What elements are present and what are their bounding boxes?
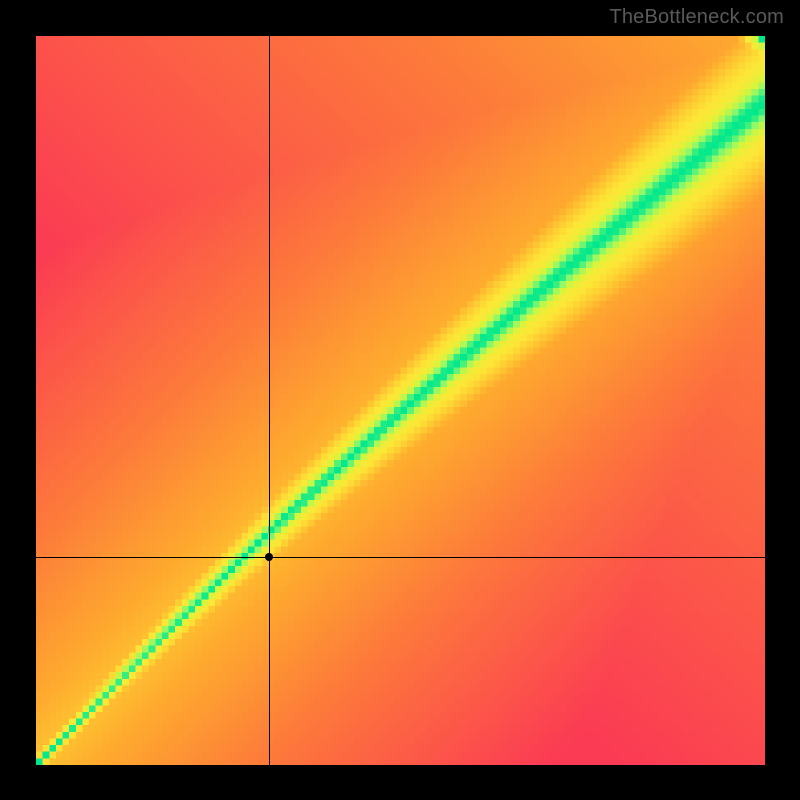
heatmap-canvas	[36, 36, 765, 765]
chart-container: TheBottleneck.com	[0, 0, 800, 800]
marker-dot	[265, 553, 273, 561]
crosshair-vertical	[269, 36, 270, 765]
crosshair-horizontal	[36, 557, 765, 558]
heatmap-plot	[36, 36, 765, 765]
attribution-text: TheBottleneck.com	[609, 6, 784, 29]
